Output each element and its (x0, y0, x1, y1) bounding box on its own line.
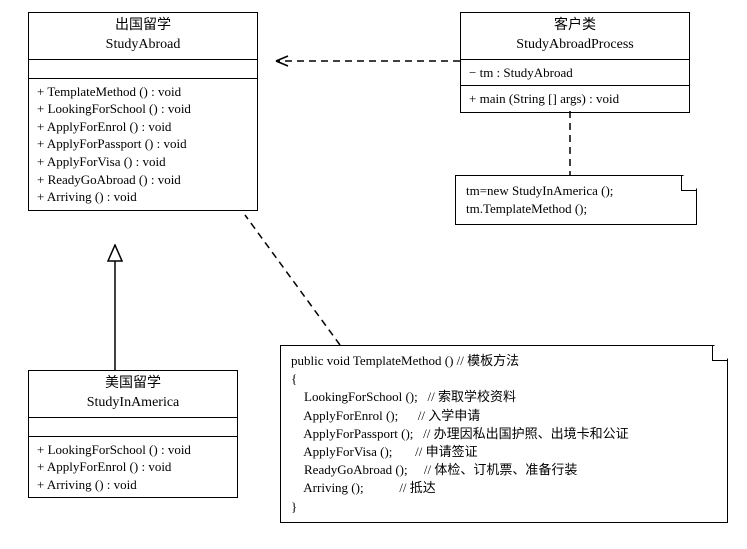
class-attrs-empty (29, 418, 237, 437)
method: + ApplyForVisa () : void (37, 153, 249, 171)
class-title-cn: 出国留学 (37, 17, 249, 36)
method: + Arriving () : void (37, 188, 249, 206)
method: + ReadyGoAbroad () : void (37, 171, 249, 189)
note-line: } (291, 498, 717, 516)
class-study-abroad: 出国留学 StudyAbroad + TemplateMethod () : v… (28, 12, 258, 211)
class-title-en: StudyAbroad (37, 36, 249, 55)
note-line: Arriving (); // 抵达 (291, 479, 717, 497)
method: + ApplyForEnrol () : void (37, 118, 249, 136)
note-line: LookingForSchool (); // 索取学校资料 (291, 388, 717, 406)
class-methods: + main (String [] args) : void (461, 86, 689, 112)
note-client: tm=new StudyInAmerica (); tm.TemplateMet… (455, 175, 697, 225)
method: + main (String [] args) : void (469, 90, 681, 108)
method: + ApplyForPassport () : void (37, 135, 249, 153)
class-title-en: StudyAbroadProcess (469, 36, 681, 55)
class-title-en: StudyInAmerica (37, 394, 229, 413)
class-title: 出国留学 StudyAbroad (29, 13, 257, 60)
note-line: tm=new StudyInAmerica (); (466, 182, 686, 200)
method: + LookingForSchool () : void (37, 441, 229, 459)
method: + LookingForSchool () : void (37, 100, 249, 118)
note-line: tm.TemplateMethod (); (466, 200, 686, 218)
class-methods: + TemplateMethod () : void + LookingForS… (29, 79, 257, 210)
note-line: ApplyForEnrol (); // 入学申请 (291, 407, 717, 425)
class-title: 客户类 StudyAbroadProcess (461, 13, 689, 60)
note-line: { (291, 370, 717, 388)
note-template-method: public void TemplateMethod () // 模板方法 { … (280, 345, 728, 523)
class-title-cn: 客户类 (469, 17, 681, 36)
class-attrs: − tm : StudyAbroad (461, 60, 689, 87)
note-line: public void TemplateMethod () // 模板方法 (291, 352, 717, 370)
note-line: ApplyForPassport (); // 办理因私出国护照、出境卡和公证 (291, 425, 717, 443)
class-study-abroad-process: 客户类 StudyAbroadProcess − tm : StudyAbroa… (460, 12, 690, 113)
note-link (245, 215, 340, 345)
note-line: ReadyGoAbroad (); // 体检、订机票、准备行装 (291, 461, 717, 479)
method: + ApplyForEnrol () : void (37, 458, 229, 476)
class-study-in-america: 美国留学 StudyInAmerica + LookingForSchool (… (28, 370, 238, 498)
class-attrs-empty (29, 60, 257, 79)
method: + TemplateMethod () : void (37, 83, 249, 101)
class-title-cn: 美国留学 (37, 375, 229, 394)
attr: − tm : StudyAbroad (469, 64, 681, 82)
method: + Arriving () : void (37, 476, 229, 494)
note-line: ApplyForVisa (); // 申请签证 (291, 443, 717, 461)
class-methods: + LookingForSchool () : void + ApplyForE… (29, 437, 237, 498)
class-title: 美国留学 StudyInAmerica (29, 371, 237, 418)
